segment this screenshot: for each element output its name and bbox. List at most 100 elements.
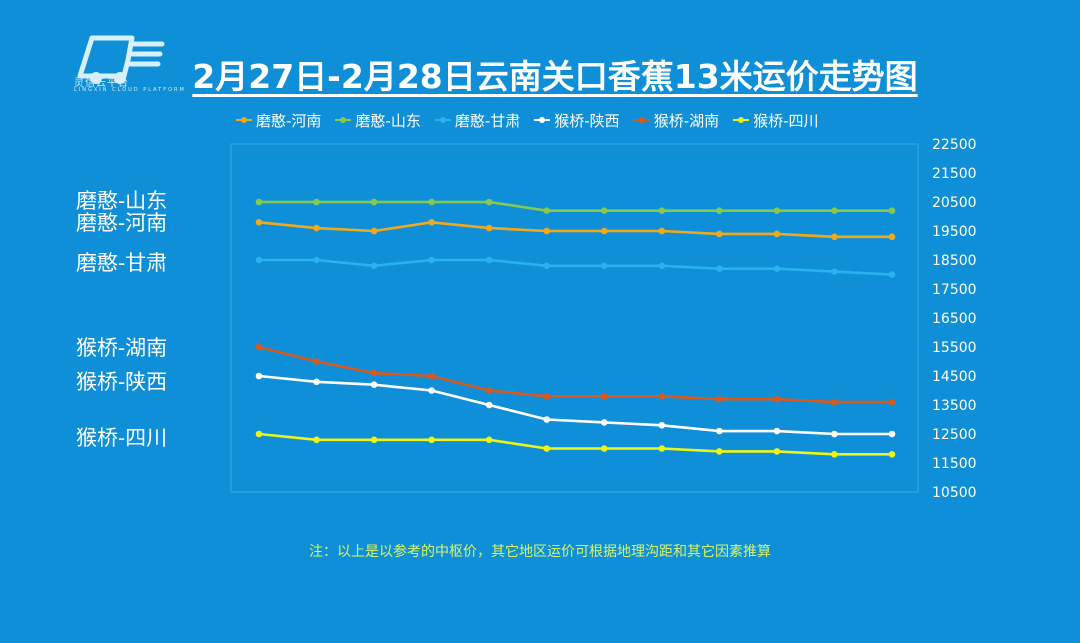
data-point: [543, 227, 551, 235]
legend-label: 猴桥-四川: [753, 111, 819, 130]
side-label-mohan-henan: 磨憨-河南: [76, 211, 168, 235]
legend-swatch: [633, 115, 650, 125]
legend: 磨憨-河南 磨憨-山东 磨憨-甘肃 猴桥-陕西 猴桥-湖南 猴桥-四川: [236, 108, 819, 132]
data-point: [370, 262, 378, 270]
series-line-3: [258, 374, 892, 436]
legend-item: 猴桥-四川: [733, 110, 819, 131]
legend-swatch: [236, 115, 252, 125]
data-point: [773, 448, 781, 455]
series-line-4: [258, 345, 892, 404]
data-point: [831, 451, 838, 458]
y-tick-label: 15500: [932, 340, 977, 356]
y-tick-label: 21500: [932, 166, 977, 182]
y-tick-label: 13500: [932, 398, 977, 414]
data-point: [255, 219, 263, 226]
data-point: [428, 436, 435, 444]
data-point: [370, 381, 378, 389]
data-point: [255, 256, 263, 264]
data-point: [658, 262, 666, 270]
data-point: [658, 422, 666, 429]
y-tick-label: 18500: [932, 253, 977, 269]
data-point: [370, 227, 378, 235]
legend-item: 磨憨-甘肃: [434, 110, 521, 131]
data-point: [255, 343, 263, 351]
chart-title: 2月27日-2月28日云南关口香蕉13米运价走势图: [192, 57, 918, 96]
data-point: [831, 398, 838, 406]
data-point: [255, 430, 263, 438]
data-point: [313, 378, 320, 386]
series-line-0: [258, 220, 892, 239]
data-point: [716, 395, 723, 403]
data-point: [543, 445, 551, 452]
legend-item: 猴桥-陕西: [534, 110, 620, 131]
data-point: [716, 230, 723, 238]
data-point: [370, 198, 378, 206]
data-point: [888, 271, 896, 278]
y-tick-label: 11500: [932, 456, 977, 472]
data-point: [888, 430, 896, 438]
y-tick-label: 16500: [932, 311, 977, 327]
legend-item: 磨憨-山东: [335, 110, 421, 131]
data-point: [600, 393, 608, 400]
data-point: [773, 230, 781, 238]
data-point: [485, 436, 493, 444]
data-point: [485, 256, 493, 264]
data-point: [485, 401, 493, 409]
data-point: [658, 227, 666, 235]
plot-area: [230, 143, 919, 493]
data-point: [716, 427, 723, 435]
truck-logo-icon: [77, 35, 165, 84]
data-point: [543, 207, 551, 214]
legend-swatch: [733, 115, 750, 125]
data-point: [716, 448, 723, 455]
data-point: [773, 207, 781, 214]
data-point: [773, 265, 781, 273]
side-label-houqiao-shaanxi: 猴桥-陕西: [76, 370, 168, 394]
legend-swatch: [434, 115, 451, 125]
data-point: [428, 372, 435, 380]
y-tick-label: 12500: [932, 427, 977, 443]
data-point: [370, 436, 378, 444]
footnote: 注：以上是以参考的中枢价，其它地区运价可根据地理沟距和其它因素推算: [309, 544, 771, 560]
legend-label: 磨憨-山东: [355, 111, 421, 130]
data-point: [313, 358, 320, 365]
data-point: [658, 393, 666, 400]
series-line-5: [258, 432, 892, 456]
data-point: [773, 395, 781, 403]
data-point: [658, 445, 666, 452]
logo-caption: 灵信云平台: [74, 78, 129, 89]
data-point: [313, 436, 320, 444]
data-point: [888, 233, 896, 241]
legend-label: 猴桥-湖南: [653, 111, 720, 130]
data-point: [313, 224, 320, 232]
y-tick-label: 20500: [932, 195, 977, 211]
legend-swatch: [534, 115, 551, 125]
data-point: [888, 207, 896, 214]
legend-swatch: [335, 115, 352, 125]
legend-label: 猴桥-陕西: [554, 111, 620, 130]
data-point: [888, 451, 896, 458]
legend-label: 磨憨-河南: [256, 111, 322, 130]
y-tick-label: 10500: [932, 485, 977, 501]
data-point: [773, 427, 781, 435]
data-point: [658, 207, 666, 214]
data-point: [313, 198, 320, 206]
data-point: [543, 393, 551, 400]
data-point: [485, 387, 493, 394]
side-label-houqiao-sichuan: 猴桥-四川: [76, 426, 168, 450]
legend-label: 磨憨-甘肃: [454, 111, 521, 130]
data-point: [543, 262, 551, 270]
y-tick-label: 19500: [932, 224, 977, 240]
data-point: [600, 419, 608, 426]
side-label-mohan-shandong: 磨憨-山东: [76, 189, 168, 213]
data-point: [600, 445, 608, 452]
side-label-mohan-gansu: 磨憨-甘肃: [76, 251, 168, 275]
data-point: [600, 207, 608, 214]
data-point: [600, 227, 608, 235]
logo-subcaption: LINGXIN CLOUD PLATFORM: [74, 87, 186, 93]
data-point: [831, 233, 838, 241]
y-tick-label: 14500: [932, 369, 977, 385]
y-tick-label: 22500: [932, 137, 977, 153]
data-point: [831, 207, 838, 214]
